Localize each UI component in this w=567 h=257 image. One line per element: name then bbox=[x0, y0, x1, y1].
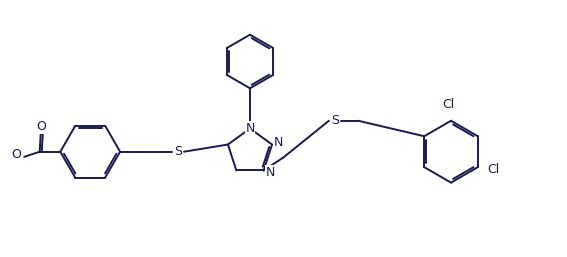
Text: O: O bbox=[36, 121, 46, 133]
Text: N: N bbox=[266, 166, 275, 179]
Text: S: S bbox=[331, 114, 339, 127]
Text: Cl: Cl bbox=[442, 98, 455, 112]
Text: Cl: Cl bbox=[487, 163, 500, 176]
Text: N: N bbox=[246, 122, 255, 135]
Text: O: O bbox=[11, 148, 21, 161]
Text: N: N bbox=[274, 136, 284, 149]
Text: S: S bbox=[174, 145, 182, 158]
